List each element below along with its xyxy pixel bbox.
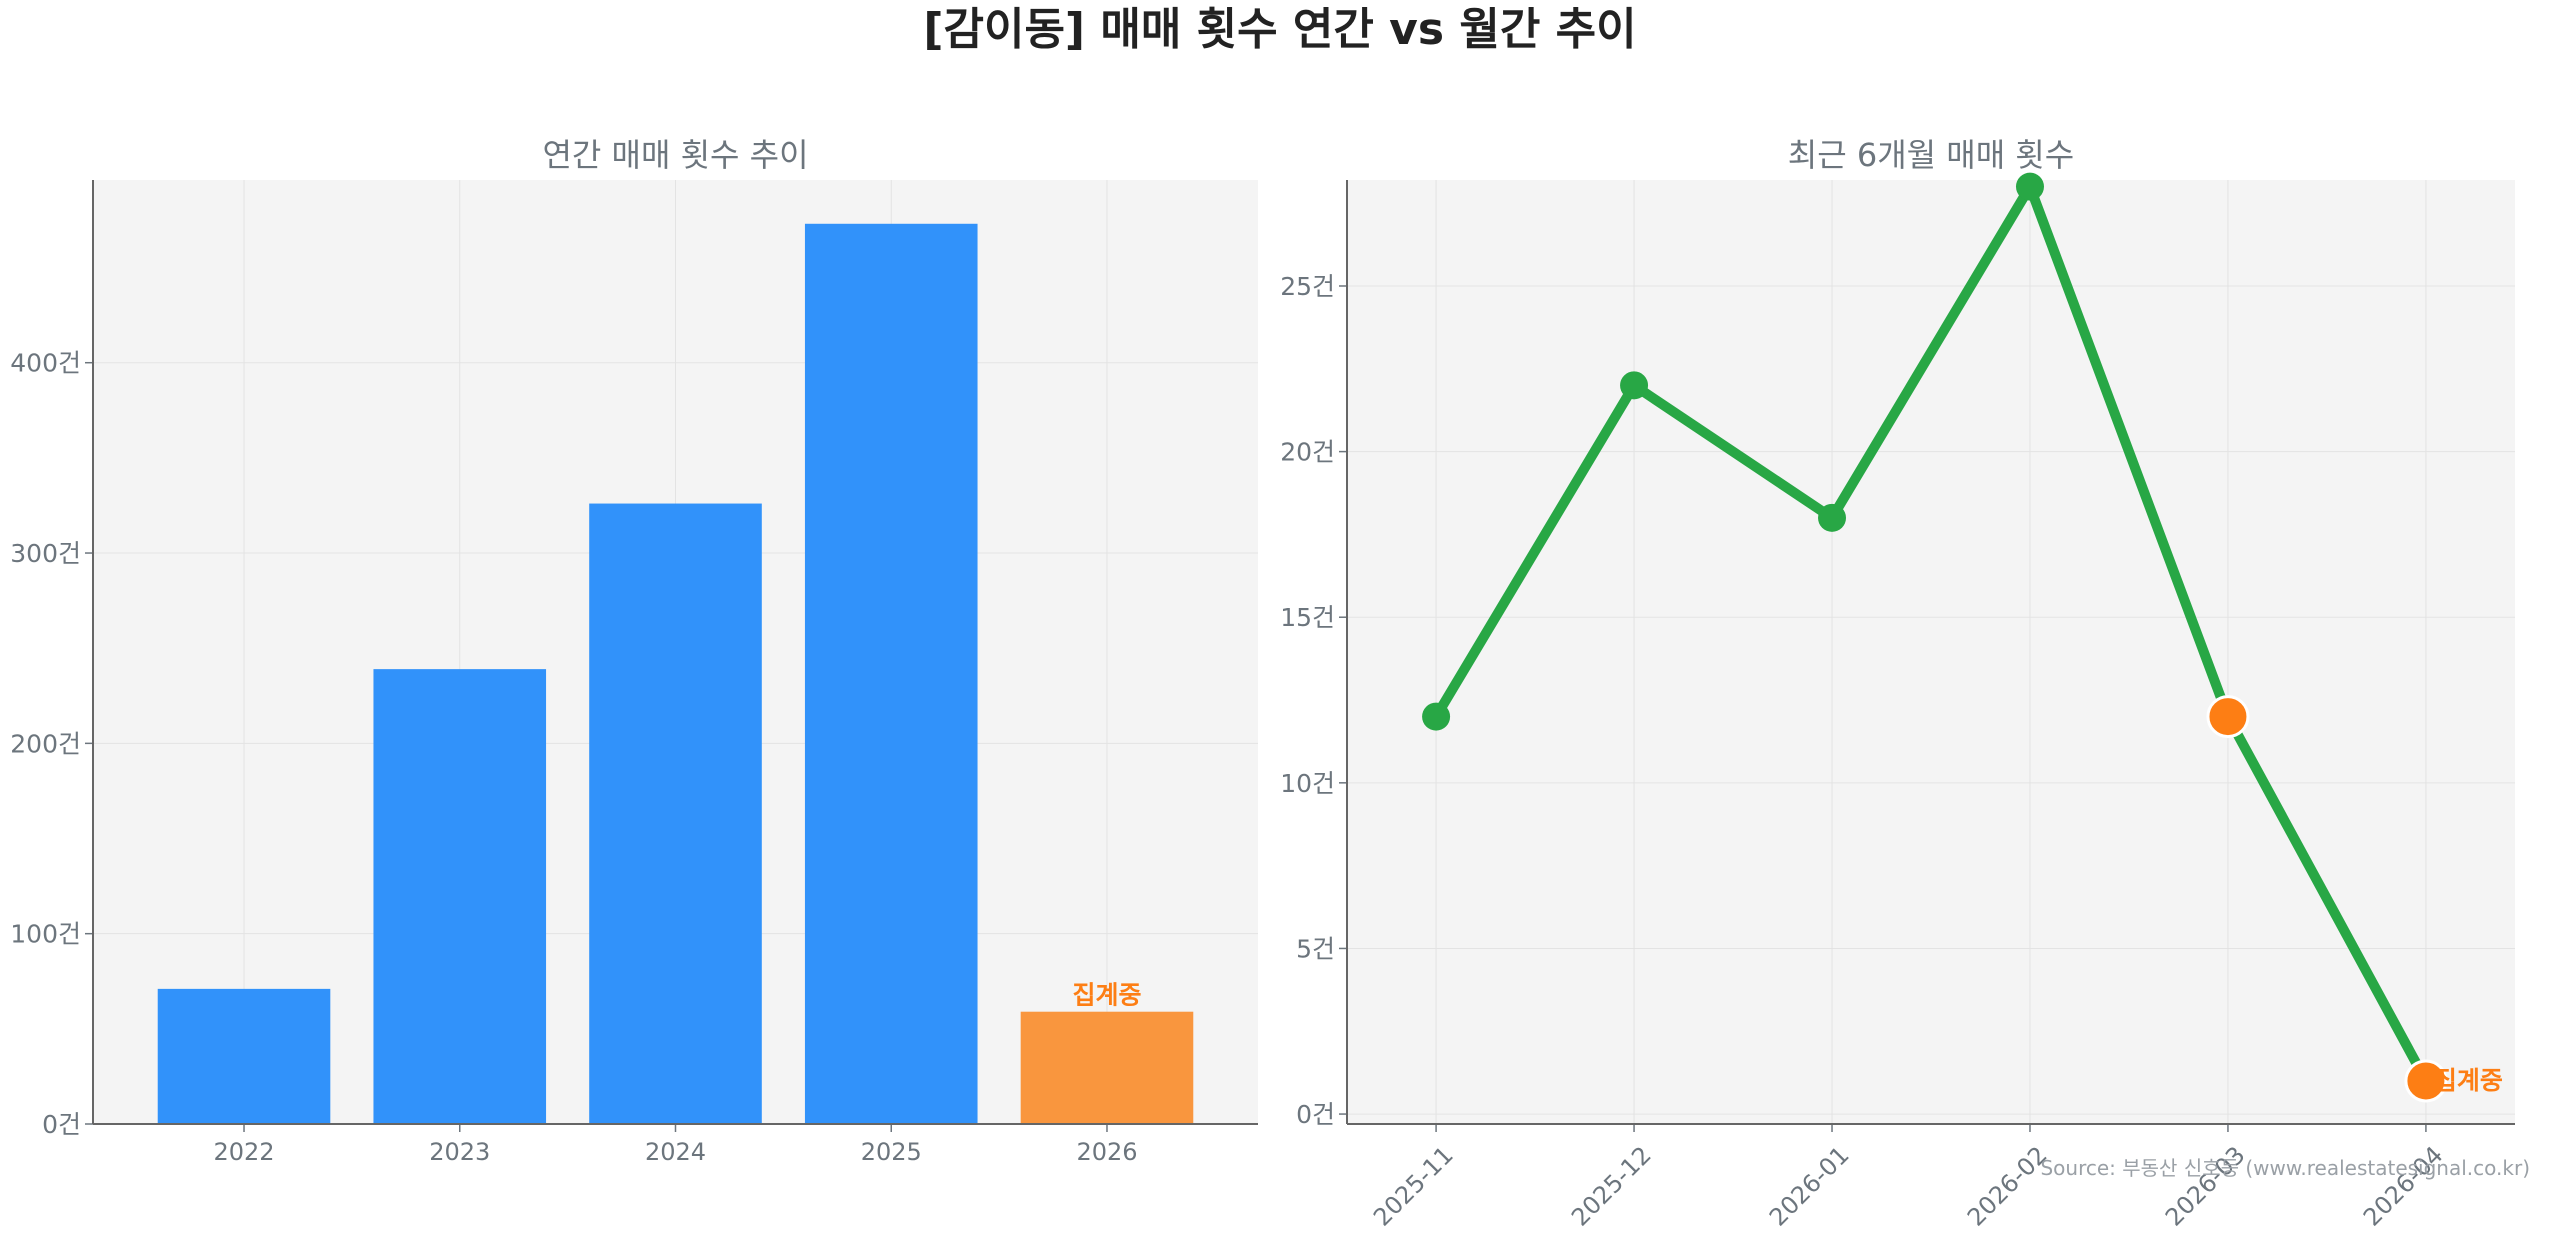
- monthly-xtick-label: 2026-02: [1962, 1141, 2053, 1232]
- monthly-ytick-label: 15건: [1280, 603, 1335, 632]
- monthly-ytick-label: 25건: [1280, 272, 1335, 301]
- annual-xtick-label: 2025: [861, 1138, 922, 1166]
- annual-bar-2025: [804, 223, 978, 1125]
- monthly-ytick-label: 10건: [1280, 769, 1335, 798]
- monthly-point-2025-11: [1422, 702, 1451, 731]
- figure-title: [감이동] 매매 횟수 연간 vs 월간 추이: [923, 4, 1637, 55]
- annual-xtick-label: 2026: [1076, 1138, 1137, 1166]
- annual-pending-label: 집계중: [1072, 981, 1141, 1010]
- annual-ytick-label: 0건: [42, 1110, 81, 1139]
- monthly-point-2025-12: [1620, 371, 1649, 400]
- annual-ytick-label: 300건: [10, 539, 81, 568]
- annual-ytick-label: 100건: [10, 920, 81, 949]
- monthly-xtick-label: 2026-04: [2358, 1141, 2449, 1232]
- monthly-series-line: [1431, 181, 2431, 1086]
- annual-chart-title: 연간 매매 횟수 추이: [542, 136, 808, 174]
- annual-ytick-label: 200건: [10, 729, 81, 758]
- monthly-ytick-label: 0건: [1296, 1100, 1335, 1129]
- annual-bar-2024: [589, 503, 762, 1124]
- monthly-chart-title: 최근 6개월 매매 횟수: [1788, 136, 2074, 174]
- monthly-ytick-label: 5건: [1296, 934, 1335, 963]
- monthly-plot-area: [1347, 180, 2515, 1124]
- monthly-gridlines: [1347, 180, 2515, 1124]
- monthly-point-2026-03: [2206, 695, 2250, 739]
- annual-bar-2026: [1020, 1011, 1194, 1124]
- annual-ytick-label: 400건: [10, 349, 81, 378]
- annual-axes: 0건 100건 200건 300건 400건 2022 2023 2024 2025 2026: [10, 180, 1258, 1166]
- annual-bar-2022: [157, 988, 331, 1124]
- annual-xtick-label: 2023: [429, 1138, 490, 1166]
- annual-xtick-label: 2024: [645, 1138, 706, 1166]
- annual-bars: 집계중: [157, 223, 1194, 1125]
- monthly-xtick-label: 2026-01: [1764, 1141, 1855, 1232]
- monthly-point-2026-04: [2404, 1059, 2448, 1103]
- monthly-pending-label: 집계중: [2434, 1066, 2503, 1095]
- monthly-point-2026-01: [1818, 503, 1847, 532]
- annual-xtick-label: 2022: [213, 1138, 274, 1166]
- monthly-xtick-label: 2026-03: [2160, 1141, 2251, 1232]
- annual-bar-2023: [373, 669, 547, 1124]
- source-credit: Source: 부동산 신호등 (www.realestatesignal.co…: [2040, 1156, 2530, 1180]
- monthly-xtick-label: 2025-12: [1566, 1141, 1657, 1232]
- monthly-xtick-label: 2025-11: [1368, 1141, 1459, 1232]
- monthly-point-2026-02: [2015, 172, 2044, 201]
- annual-bar-chart: 집계중 0건 100건 200건 300건 400건 2022 2023 2024 2025 20…: [10, 136, 1258, 1166]
- monthly-line-marks: 집계중: [1422, 172, 2503, 1103]
- monthly-ytick-label: 20건: [1280, 438, 1335, 467]
- monthly-line-chart: 집계중 0건 5건 10건 15건 20건 25건 2025-11 2025-12 2026-0…: [1280, 136, 2515, 1232]
